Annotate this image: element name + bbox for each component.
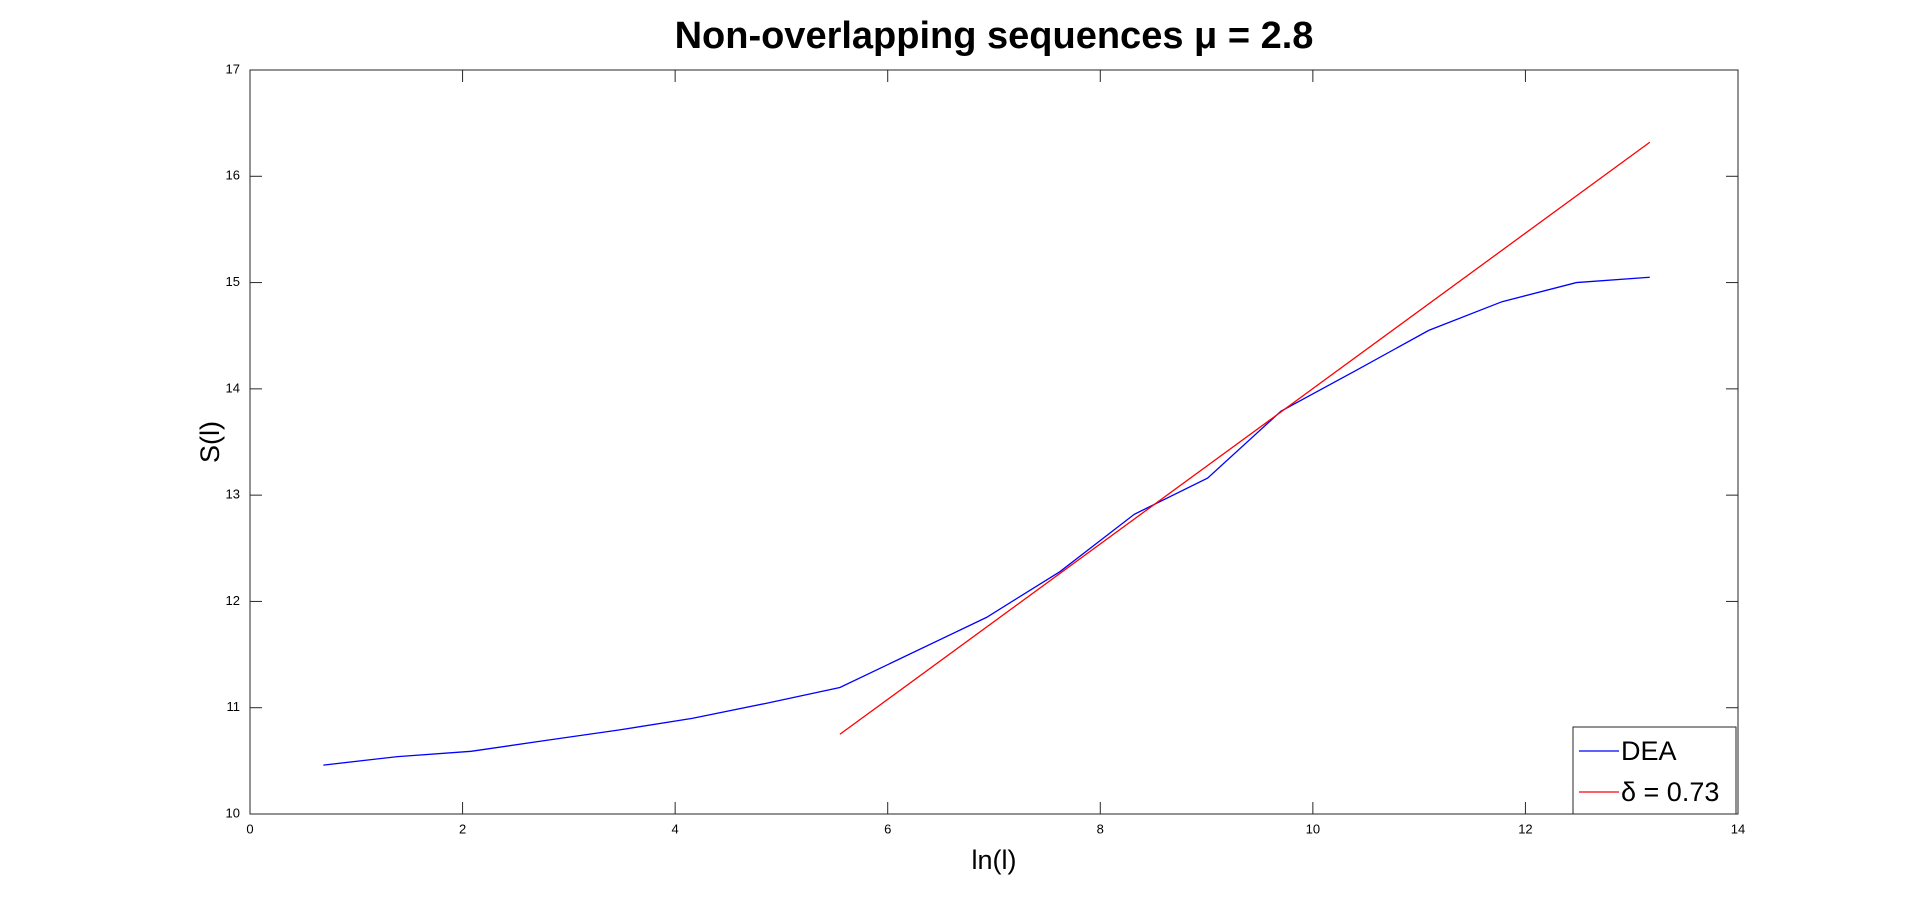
- line-series: [839, 141, 1651, 735]
- y-tick-label: 11: [227, 699, 241, 714]
- y-tick-label: 12: [226, 593, 240, 608]
- legend-box: [1572, 726, 1737, 815]
- y-tick-label: 13: [226, 487, 240, 502]
- y-tick-label: 15: [226, 274, 240, 289]
- y-tick-label: 14: [226, 380, 240, 395]
- chart-title: Non-overlapping sequences μ = 2.8: [675, 15, 1314, 57]
- legend-label: δ = 0.73: [1621, 777, 1719, 807]
- x-tick-label: 2: [459, 821, 466, 836]
- legend-label: DEA: [1621, 736, 1677, 766]
- y-tick-label: 10: [226, 805, 240, 820]
- x-tick-label: 4: [672, 821, 679, 836]
- line-series: [323, 276, 1650, 766]
- x-tick-label: 12: [1518, 821, 1532, 836]
- x-tick-label: 14: [1731, 821, 1745, 836]
- plot-area: [249, 69, 1739, 815]
- x-tick-label: 8: [1097, 821, 1104, 836]
- y-axis-label: S(l): [195, 421, 225, 463]
- x-tick-label: 0: [246, 821, 253, 836]
- y-tick-label: 16: [226, 168, 240, 183]
- x-axis-label: ln(l): [972, 845, 1017, 875]
- y-tick-label: 17: [226, 61, 240, 76]
- x-tick-label: 10: [1306, 821, 1320, 836]
- x-tick-label: 6: [884, 821, 891, 836]
